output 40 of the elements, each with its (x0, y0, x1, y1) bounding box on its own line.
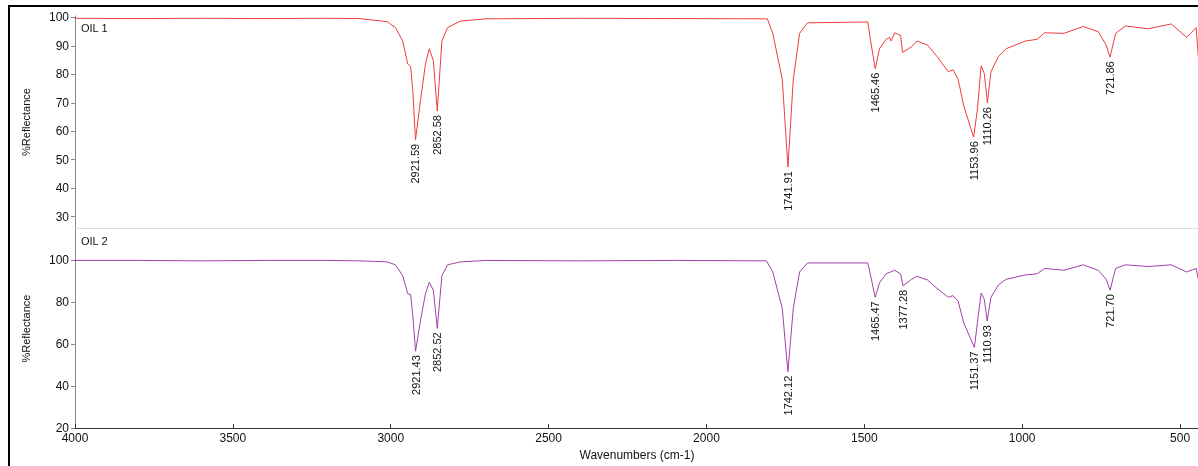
annotation: 1153.96 (967, 141, 980, 181)
y-tick-label: 60 (55, 124, 70, 139)
x-tick-label: 4000 (61, 431, 89, 446)
annotation: 721.70 (1104, 294, 1117, 328)
annotation: 1110.26 (981, 107, 994, 146)
annotation: 1377.28 (897, 289, 910, 330)
text: OIL 1 (81, 21, 108, 34)
annotation: 1742.12 (781, 375, 794, 416)
annotation: 2852.58 (431, 115, 444, 155)
y-tick-label: 100 (48, 253, 70, 268)
annotation: 1110.93 (981, 325, 994, 364)
annotation: 1465.47 (869, 301, 882, 342)
annotation: 2921.59 (409, 143, 422, 184)
x-tick-label: 1500 (850, 431, 878, 446)
text: OIL 2 (81, 234, 108, 247)
x-tick-label: 3500 (219, 431, 247, 446)
annotation: 1741.91 (781, 171, 794, 211)
y-axis-title: %Reflectance (19, 88, 32, 156)
y-tick-label: 30 (55, 209, 70, 224)
y-tick-label: 80 (55, 295, 70, 310)
y-tick-label: 60 (55, 337, 70, 352)
y-axis-title: %Reflectance (19, 294, 32, 363)
y-tick-label: 100 (48, 10, 70, 25)
y-tick-label: 40 (55, 379, 70, 394)
annotation: 2852.52 (431, 332, 444, 373)
annotation: 1465.46 (869, 72, 882, 113)
y-tick-label: 80 (55, 67, 70, 82)
x-tick-label: 3000 (377, 431, 405, 446)
annotation: 1151.37 (968, 351, 981, 391)
x-tick-label: 2000 (693, 431, 721, 446)
x-tick-label: 500 (1170, 431, 1191, 446)
x-tick-label: 1000 (1008, 431, 1036, 446)
annotation: 2921.43 (409, 355, 422, 395)
y-tick-label: 70 (55, 95, 70, 110)
y-tick-label: 50 (55, 152, 70, 167)
y-tick-label: 40 (55, 181, 70, 196)
annotation: 721.86 (1104, 61, 1117, 95)
x-axis-title: Wavenumbers (cm-1) (579, 448, 695, 462)
x-tick-label: 2500 (535, 431, 563, 446)
y-tick-label: 90 (55, 38, 70, 53)
